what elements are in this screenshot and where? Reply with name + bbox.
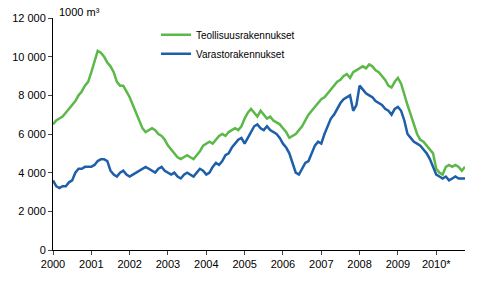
svg-text:2008: 2008 (347, 258, 371, 270)
svg-text:6 000: 6 000 (18, 128, 46, 140)
svg-text:4 000: 4 000 (18, 167, 46, 179)
svg-text:2009: 2009 (386, 258, 410, 270)
svg-text:2006: 2006 (271, 258, 295, 270)
svg-text:2001: 2001 (79, 258, 103, 270)
svg-text:2 000: 2 000 (18, 205, 46, 217)
svg-text:0: 0 (40, 244, 46, 256)
svg-text:2007: 2007 (309, 258, 333, 270)
svg-text:2002: 2002 (117, 258, 141, 270)
svg-text:1000 m³: 1000 m³ (59, 6, 100, 18)
svg-text:2005: 2005 (232, 258, 256, 270)
svg-text:12 000: 12 000 (12, 12, 46, 24)
svg-text:Varastorakennukset: Varastorakennukset (196, 49, 284, 60)
svg-text:2004: 2004 (194, 258, 218, 270)
svg-text:Teollisuusrakennukset: Teollisuusrakennukset (196, 30, 295, 41)
svg-text:10 000: 10 000 (12, 51, 46, 63)
svg-text:2000: 2000 (41, 258, 65, 270)
svg-text:2003: 2003 (156, 258, 180, 270)
svg-text:8 000: 8 000 (18, 89, 46, 101)
svg-text:2010*: 2010* (422, 258, 451, 270)
